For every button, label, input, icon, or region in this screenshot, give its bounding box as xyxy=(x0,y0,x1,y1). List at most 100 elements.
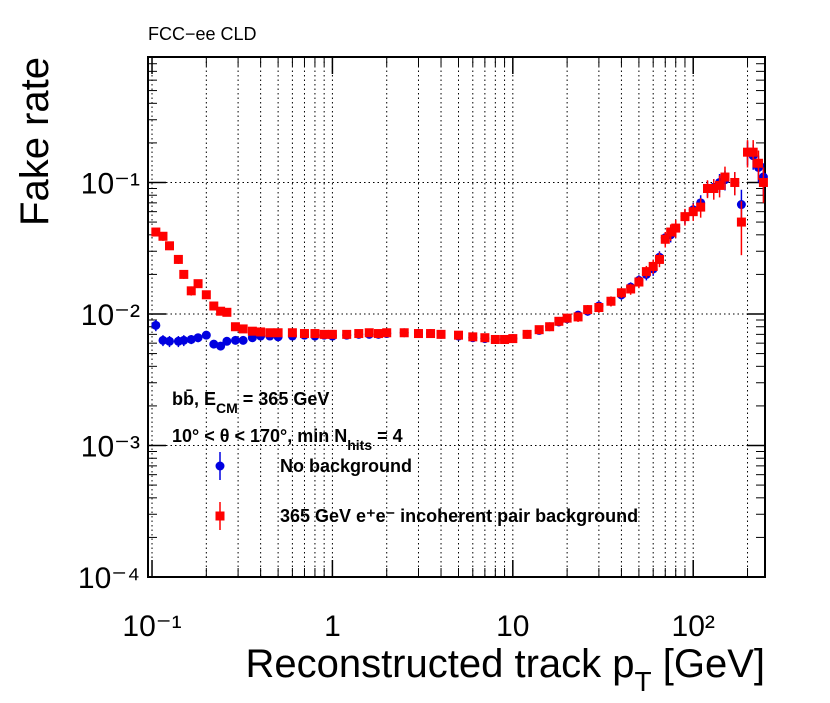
marker xyxy=(201,330,211,340)
marker xyxy=(654,254,664,264)
marker xyxy=(209,339,219,349)
marker xyxy=(702,184,712,194)
legend-label: No background xyxy=(280,456,412,476)
marker xyxy=(151,320,161,330)
marker xyxy=(573,312,583,322)
annotation: bb̄, ECM = 365 GeV xyxy=(172,389,329,416)
annotation-part: = 365 GeV xyxy=(238,389,330,409)
marker xyxy=(193,279,203,289)
plot-frame xyxy=(147,56,766,578)
marker xyxy=(500,334,510,344)
marker xyxy=(201,290,211,300)
marker xyxy=(680,212,690,222)
marker xyxy=(399,328,409,338)
marker xyxy=(660,234,670,244)
marker xyxy=(426,329,436,339)
marker xyxy=(736,217,746,227)
marker xyxy=(709,184,719,194)
marker xyxy=(468,332,478,342)
marker xyxy=(616,288,626,298)
y-tick-label: 10⁻¹ xyxy=(81,167,140,200)
x-axis-label: Reconstructed track pT [GeV] xyxy=(245,642,765,697)
marker xyxy=(594,303,604,313)
marker xyxy=(490,334,500,344)
x-axis-label-sub: T xyxy=(635,666,652,697)
marker xyxy=(480,333,490,343)
x-tick-label: 10 xyxy=(496,610,529,643)
marker xyxy=(753,158,763,168)
marker xyxy=(522,329,532,339)
marker xyxy=(222,336,232,346)
marker xyxy=(715,180,725,190)
marker xyxy=(310,329,320,339)
marker xyxy=(319,329,329,339)
marker xyxy=(273,328,283,338)
marker xyxy=(342,329,352,339)
marker xyxy=(454,330,464,340)
marker xyxy=(606,296,616,306)
annotation-part: hits xyxy=(347,437,372,453)
marker xyxy=(193,333,203,343)
marker xyxy=(179,269,189,279)
y-tick-label: 10⁻² xyxy=(81,299,140,332)
marker xyxy=(238,324,248,334)
x-tick-label: 10⁻¹ xyxy=(122,610,181,643)
marker xyxy=(287,328,297,338)
marker xyxy=(626,284,636,294)
x-tick-label: 10² xyxy=(672,610,715,643)
marker xyxy=(186,334,196,344)
marker xyxy=(671,223,681,233)
annotation-part: = 4 xyxy=(372,426,403,446)
marker xyxy=(688,207,698,217)
marker xyxy=(508,334,518,344)
y-axis-label: Fake rate xyxy=(13,57,57,226)
marker xyxy=(299,329,309,339)
x-axis-label-unit: [GeV] xyxy=(652,642,765,686)
annotation-part: 10° < θ < 170°, min N xyxy=(172,426,347,446)
marker xyxy=(743,147,753,157)
marker xyxy=(696,202,706,212)
marker xyxy=(666,227,676,237)
marker xyxy=(354,329,364,339)
marker xyxy=(730,177,740,187)
marker xyxy=(222,307,232,317)
marker xyxy=(562,313,572,323)
marker xyxy=(758,177,768,187)
marker xyxy=(554,316,564,326)
legend-marker xyxy=(215,511,225,521)
marker xyxy=(634,277,644,287)
legend-marker xyxy=(215,461,225,471)
marker xyxy=(179,335,189,345)
marker xyxy=(165,336,175,346)
marker xyxy=(165,241,175,251)
x-tick-label: 1 xyxy=(324,610,341,643)
legend-label: 365 GeV e⁺e⁻ incoherent pair background xyxy=(280,506,638,526)
marker xyxy=(436,329,446,339)
marker xyxy=(748,147,758,157)
marker xyxy=(151,227,161,237)
marker xyxy=(534,325,544,335)
annotation-part: bb̄, E xyxy=(172,389,216,409)
marker xyxy=(158,231,168,241)
marker xyxy=(216,341,226,351)
marker xyxy=(173,254,183,264)
y-tick-label: 10⁻⁴ xyxy=(78,562,140,595)
marker xyxy=(641,267,651,277)
marker xyxy=(327,329,337,339)
marker xyxy=(583,305,593,315)
marker xyxy=(230,322,240,332)
marker xyxy=(216,306,226,316)
marker xyxy=(382,328,392,338)
marker xyxy=(238,335,248,345)
marker xyxy=(545,322,555,332)
header: FCC−ee CLD xyxy=(148,24,257,44)
y-tick-label: 10⁻³ xyxy=(81,430,140,463)
marker xyxy=(720,172,730,182)
marker xyxy=(209,301,219,311)
marker xyxy=(648,261,658,271)
annotation: 10° < θ < 170°, min Nhits = 4 xyxy=(172,426,403,453)
annotation-part: CM xyxy=(216,400,238,416)
marker xyxy=(265,328,275,338)
